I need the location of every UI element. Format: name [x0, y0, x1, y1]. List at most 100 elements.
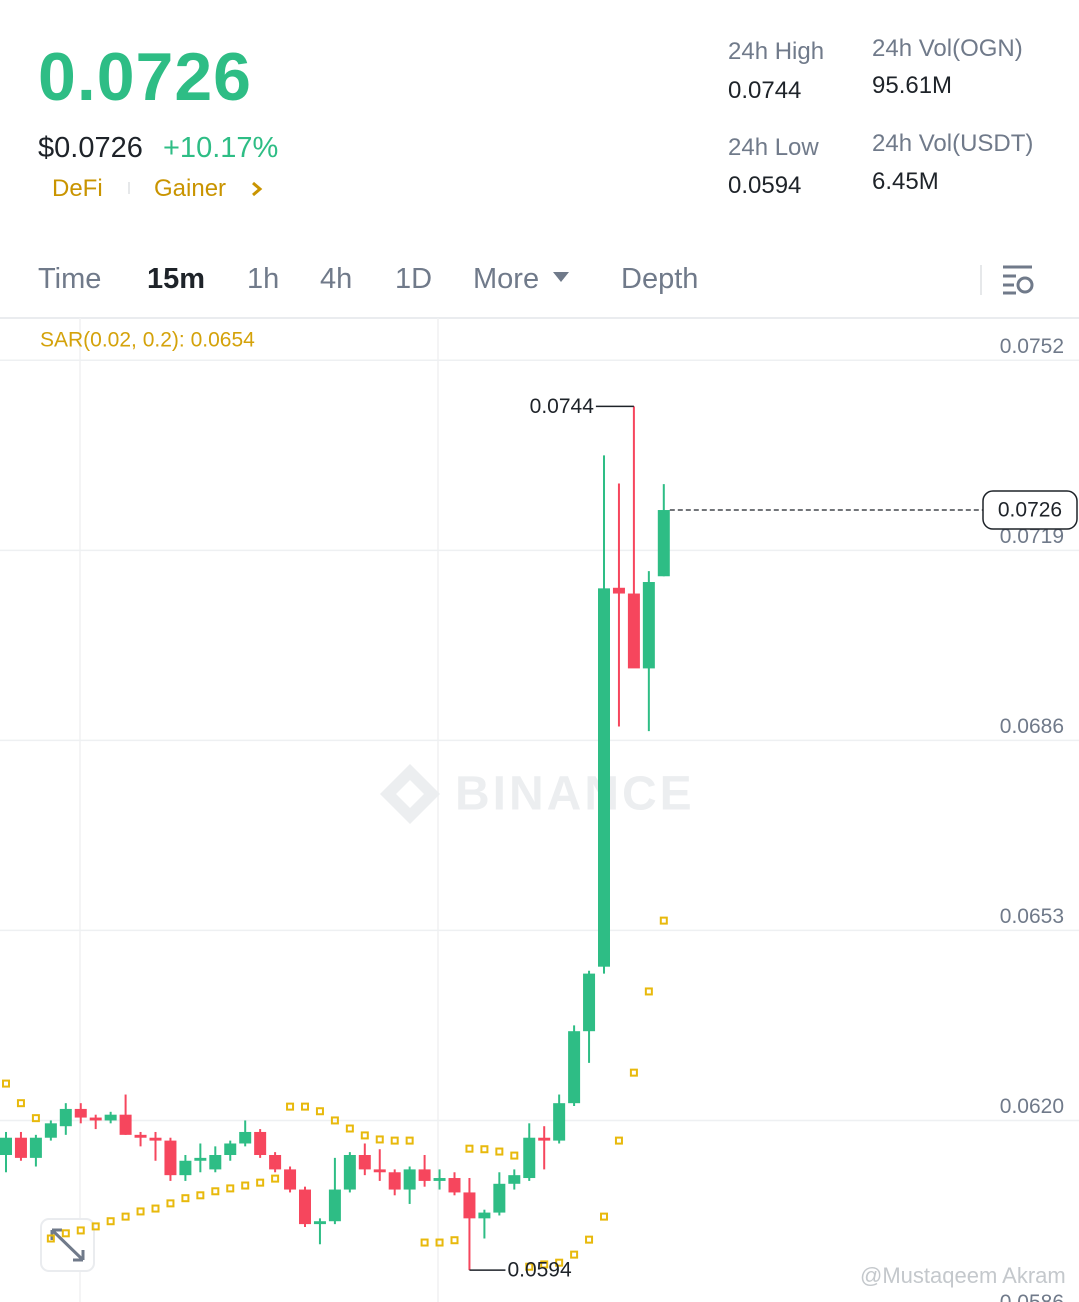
- sar-dot: [465, 1144, 474, 1153]
- dropdown-arrow[interactable]: [553, 272, 569, 284]
- candle-body: [14, 1137, 27, 1158]
- candle-body: [493, 1183, 506, 1213]
- stat-label: 24h Vol(OGN): [872, 35, 1023, 62]
- candle-body: [598, 588, 610, 967]
- candle-body: [239, 1131, 252, 1144]
- y-tick-label: 0.0752: [1000, 335, 1064, 358]
- sar-dot: [480, 1145, 489, 1154]
- sar-dot: [241, 1181, 250, 1190]
- tag[interactable]: Gainer: [154, 175, 227, 202]
- sar-dot: [166, 1199, 175, 1208]
- sar-dot: [525, 1262, 534, 1271]
- sar-dot: [136, 1207, 145, 1216]
- tab[interactable]: 1h: [247, 263, 280, 295]
- price-change: +10.17%: [163, 132, 279, 164]
- sar-dot: [360, 1131, 369, 1140]
- tab-active[interactable]: 15m: [147, 263, 206, 295]
- stat-label: 24h Vol(USDT): [872, 130, 1034, 157]
- candle-body: [164, 1140, 177, 1176]
- tab[interactable]: 1D: [395, 263, 433, 295]
- tab-divider: [980, 265, 982, 295]
- tag-divider: [128, 182, 130, 194]
- y-tick-label: 0.0653: [1000, 905, 1064, 928]
- candle-body: [254, 1131, 267, 1155]
- candle-body: [508, 1175, 521, 1184]
- candle-body: [29, 1137, 42, 1158]
- sar-dot: [16, 1099, 25, 1108]
- sar-dot: [644, 987, 653, 996]
- chevron[interactable]: [250, 181, 264, 197]
- candle-body: [448, 1178, 461, 1193]
- y-tick-label: 0.0686: [1000, 715, 1064, 738]
- sar-dot: [301, 1102, 309, 1111]
- usd-price: $0.0726: [38, 132, 143, 164]
- sar-dot: [390, 1136, 399, 1145]
- candle-body: [583, 973, 596, 1032]
- last-price: 0.0726: [38, 39, 252, 115]
- candle-body: [523, 1137, 536, 1179]
- candle-body: [194, 1157, 207, 1161]
- sar-dot: [614, 1136, 623, 1145]
- sar-dot: [76, 1226, 85, 1235]
- candle-body: [269, 1155, 282, 1170]
- sar-dot: [2, 1079, 10, 1088]
- tab[interactable]: More: [473, 263, 540, 295]
- y-tick-label: 0.0586: [1000, 1291, 1064, 1302]
- settings-icon[interactable]: [1002, 264, 1036, 296]
- candle-body: [299, 1189, 311, 1225]
- sar-dot: [585, 1235, 594, 1244]
- sar-dot: [106, 1217, 115, 1226]
- sar-dot: [196, 1191, 205, 1200]
- candle-body: [568, 1031, 581, 1104]
- candle-body: [642, 582, 655, 669]
- tab[interactable]: Time: [38, 263, 102, 295]
- candle-body: [44, 1123, 57, 1138]
- indicator-label: SAR(0.02, 0.2): 0.0654: [40, 329, 255, 352]
- sar-dot: [570, 1250, 579, 1259]
- candle-body: [388, 1172, 401, 1190]
- stat-value: 0.0744: [728, 77, 802, 104]
- sar-dot: [495, 1147, 504, 1156]
- sar-dot: [345, 1124, 354, 1133]
- sar-dot: [315, 1107, 324, 1116]
- sar-dot: [226, 1184, 235, 1193]
- sar-dot: [211, 1187, 220, 1196]
- tab[interactable]: 4h: [320, 263, 353, 295]
- y-tick-label: 0.0719: [1000, 525, 1064, 548]
- candle-body: [119, 1114, 132, 1135]
- tab[interactable]: Depth: [621, 263, 699, 295]
- stat-label: 24h Low: [728, 134, 819, 161]
- candle-body: [284, 1169, 297, 1190]
- candle-body: [657, 510, 670, 577]
- watermark-logo: [380, 764, 440, 824]
- sar-dot: [91, 1222, 100, 1231]
- candle-body: [373, 1169, 386, 1173]
- candle-body: [478, 1212, 491, 1219]
- sar-dot: [286, 1102, 295, 1111]
- sar-dot: [46, 1234, 55, 1243]
- candle-body: [403, 1169, 416, 1190]
- sar-dot: [181, 1194, 190, 1203]
- stat-label: 24h High: [728, 38, 825, 65]
- candle-body: [463, 1192, 476, 1219]
- candle-body: [89, 1117, 102, 1121]
- last-price-label: 0.0726: [998, 499, 1062, 522]
- candle-body: [433, 1178, 446, 1181]
- stat-value: 6.45M: [872, 168, 939, 195]
- sar-dot: [450, 1236, 459, 1245]
- tag[interactable]: DeFi: [52, 175, 103, 202]
- candle-body: [553, 1103, 566, 1141]
- candle-body: [134, 1134, 147, 1138]
- stat-value: 95.61M: [872, 72, 953, 99]
- watermark: BINANCE: [455, 768, 695, 821]
- last-price-box: [982, 490, 1078, 530]
- candle-body: [627, 593, 640, 669]
- candle-body: [538, 1137, 551, 1141]
- y-tick-label: 0.0620: [1000, 1095, 1064, 1118]
- sar-dot: [420, 1238, 429, 1247]
- sar-dot: [375, 1135, 384, 1144]
- stat-value: 0.0594: [728, 172, 802, 199]
- sar-dot: [659, 916, 668, 925]
